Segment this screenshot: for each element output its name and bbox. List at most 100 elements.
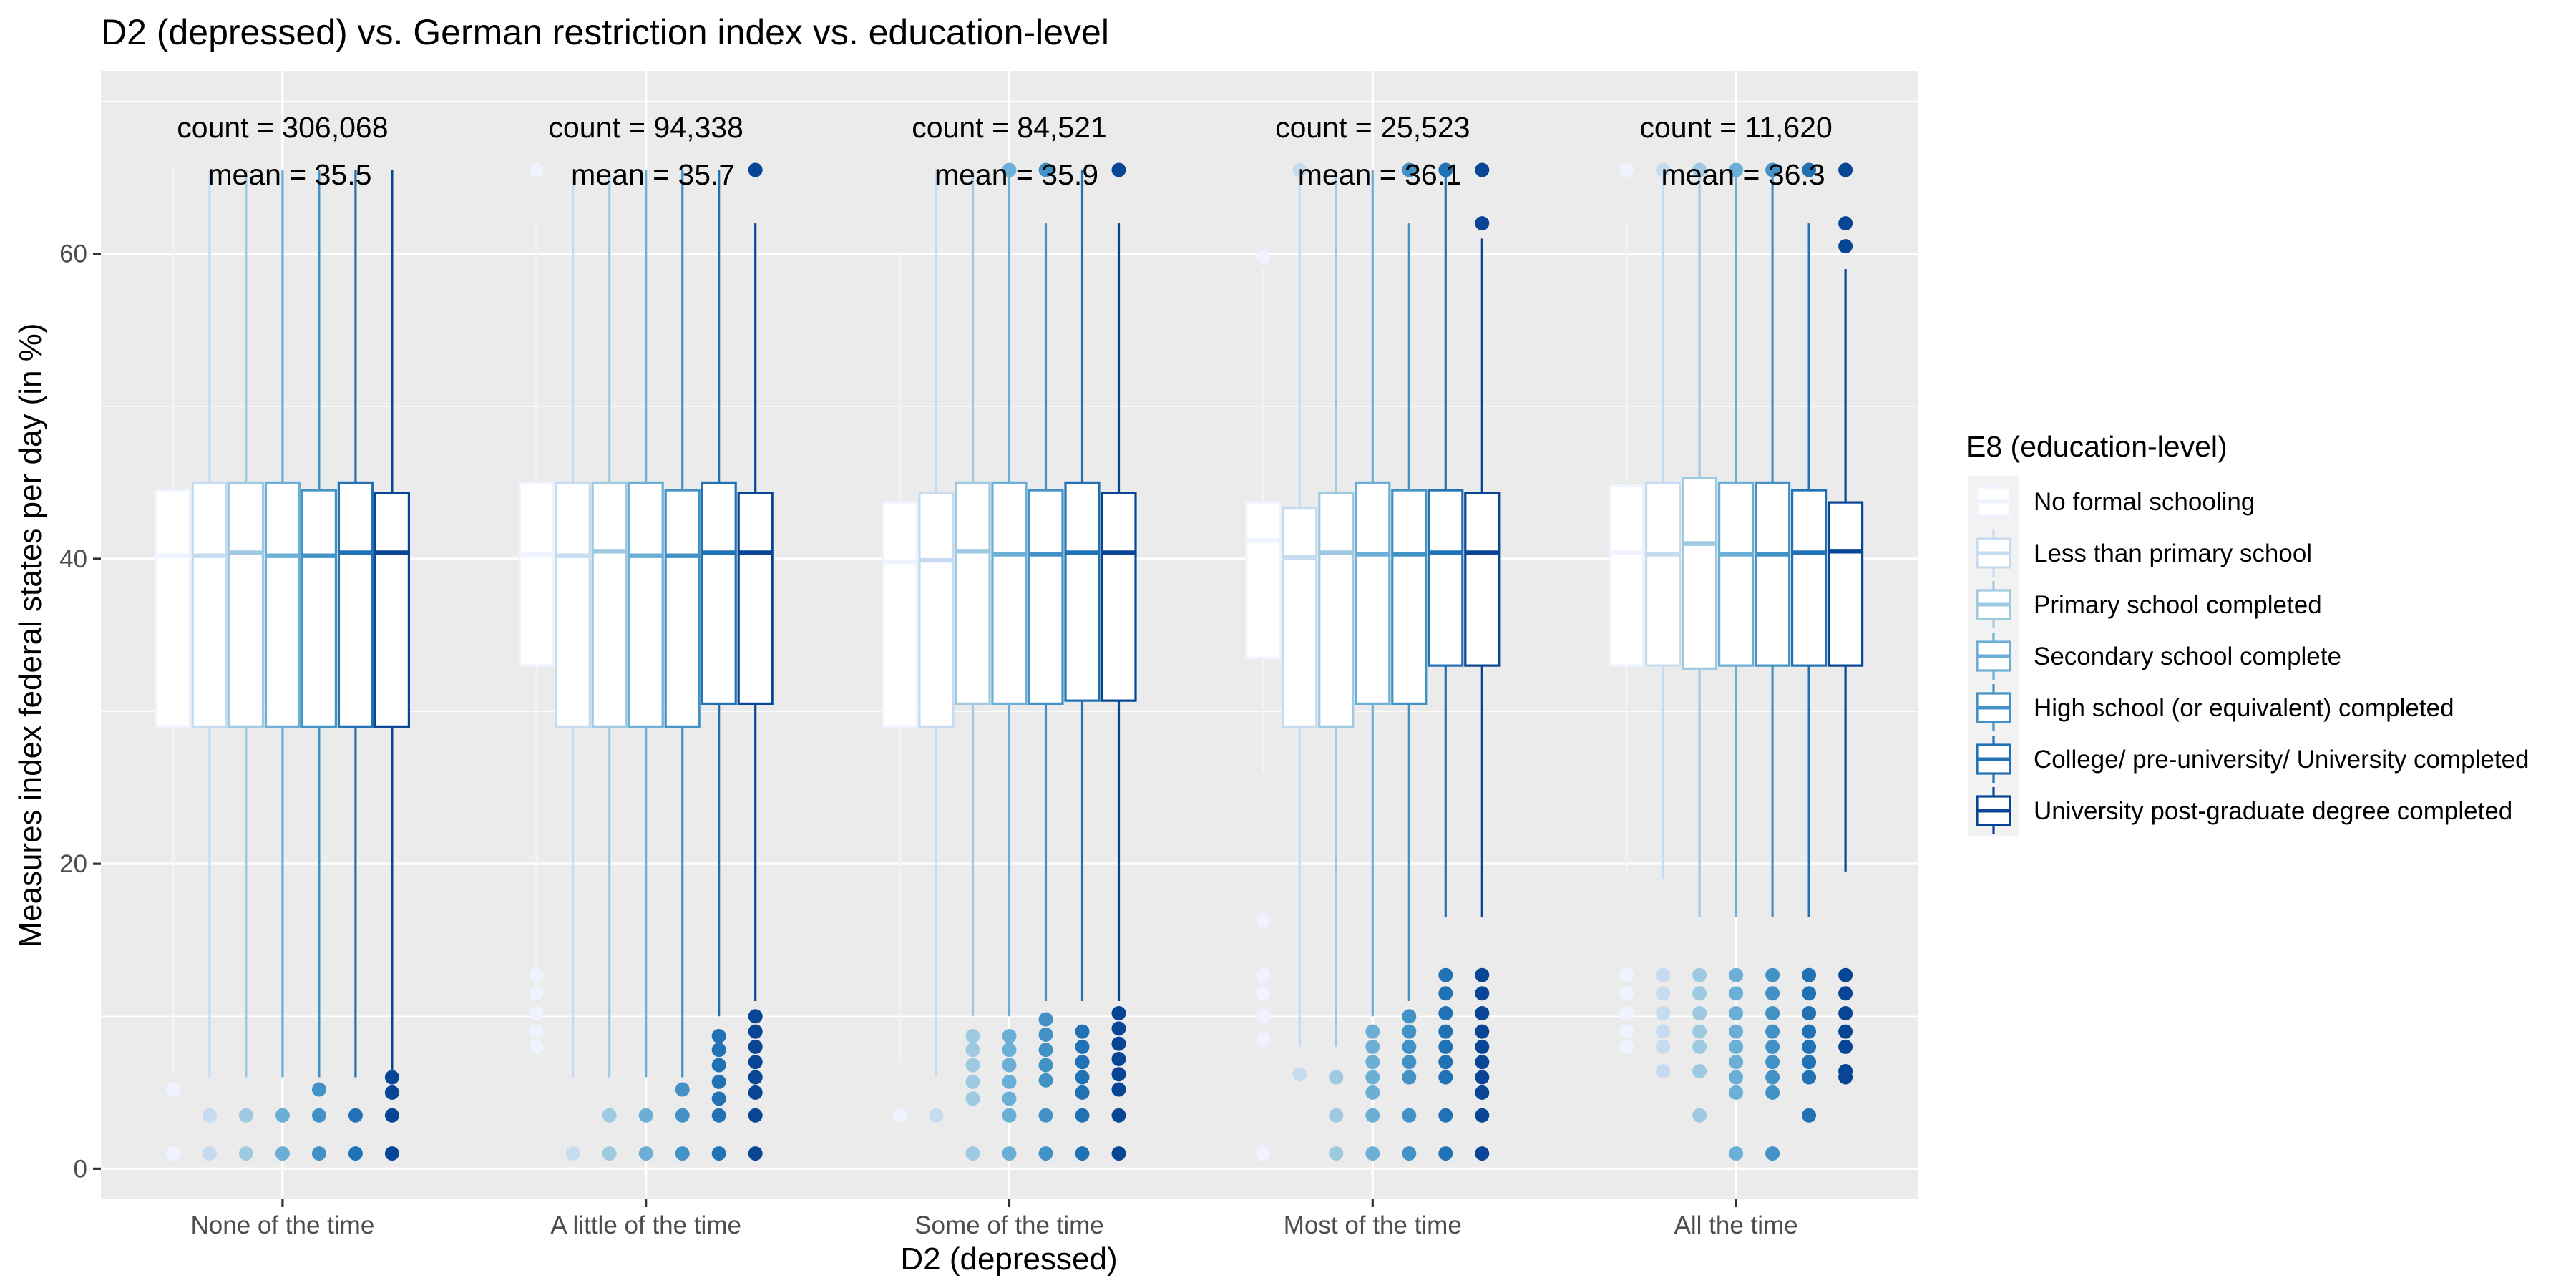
box [1609,484,1645,667]
outlier-point [529,967,544,982]
box [518,481,555,667]
box [1791,489,1828,667]
outlier-point [1002,1028,1017,1043]
outlier-point [1802,967,1817,982]
outlier-point [1838,162,1853,177]
outlier-point [165,1146,180,1161]
outlier-point [529,1006,544,1021]
outlier-point [1838,1039,1853,1054]
outlier-point [1656,1006,1671,1021]
legend-label: Secondary school complete [2034,643,2341,670]
box [1064,481,1101,702]
outlier-point [675,1108,690,1123]
outlier-point [638,1108,653,1123]
box [955,481,991,705]
outlier-point [1475,1006,1490,1021]
box [191,481,228,728]
outlier-point [1038,1073,1053,1088]
outlier-point [1838,967,1853,982]
outlier-point [748,1108,763,1123]
outlier-point [892,1108,907,1123]
outlier-point [1438,967,1453,982]
outlier-point [1475,216,1490,231]
x-tick-label: None of the time [190,1211,374,1239]
outlier-point [1729,1146,1744,1161]
outlier-point [1075,1024,1090,1039]
annotation-layer: count = 306,068 mean = 35.5 count = 94,338… [177,111,1833,191]
outlier-point [311,1108,326,1123]
outlier-point [1329,1146,1344,1161]
outlier-point [1838,239,1853,254]
outlier-point [602,1146,617,1161]
legend-item: High school (or equivalent) completed [1968,682,2454,733]
outlier-point [275,1108,290,1123]
outlier-point [1729,1006,1744,1021]
outlier-point [1802,1108,1817,1123]
outlier-point [1256,1009,1271,1024]
outlier-point [1111,162,1126,177]
outlier-point [1802,162,1817,177]
box [337,481,374,728]
box [1101,492,1137,702]
outlier-point [1438,1024,1453,1039]
box [228,481,264,728]
outlier-point [202,1146,217,1161]
outlier-point [1729,986,1744,1001]
outlier-point [384,1146,399,1161]
outlier-point [1329,1108,1344,1123]
outlier-point [1402,1024,1417,1039]
mean-label: mean = 36.1 [1298,158,1462,191]
outlier-point [202,1108,217,1123]
x-tick-label: All the time [1674,1211,1798,1239]
count-label: count = 11,620 [1639,111,1832,144]
legend-label: High school (or equivalent) completed [2034,694,2454,722]
outlier-point [1765,986,1780,1001]
outlier-point [1656,986,1671,1001]
box [701,481,737,705]
outlier-point [1692,967,1707,982]
outlier-point [311,1082,326,1097]
mean-label: mean = 36.3 [1662,158,1825,191]
outlier-point [1111,1051,1126,1066]
outlier-point [1656,1024,1671,1039]
box [155,489,191,728]
outlier-point [1475,1024,1490,1039]
y-tick-label: 20 [59,850,87,878]
outlier-point [1692,162,1707,177]
count-label: count = 25,523 [1275,111,1470,144]
outlier-point [1038,1027,1053,1042]
outlier-point [529,1039,544,1054]
outlier-point [1475,1055,1490,1070]
outlier-point [1765,162,1780,177]
outlier-point [1838,1024,1853,1039]
y-tick-label: 0 [74,1155,87,1183]
box [918,492,955,728]
outlier-point [711,1146,726,1161]
axis-layer: 0 20 40 60 None of the time A little of the t… [59,240,1798,1239]
outlier-point [1802,1024,1817,1039]
outlier-point [1111,1146,1126,1161]
outlier-point [1292,162,1307,177]
outlier-point [1475,1085,1490,1100]
outlier-point [384,1085,399,1100]
outlier-point [1802,986,1817,1001]
box [1464,492,1501,667]
legend-item: Primary school completed [1968,579,2322,630]
legend-label: Primary school completed [2034,591,2322,619]
outlier-point [1111,1021,1126,1036]
outlier-point [1838,986,1853,1001]
outlier-point [1656,1039,1671,1054]
count-label: count = 306,068 [177,111,388,144]
outlier-point [711,1028,726,1043]
box [1755,481,1791,667]
outlier-point [1256,986,1271,1001]
outlier-point [1438,1108,1453,1123]
outlier-point [1729,1085,1744,1100]
outlier-point [1365,1085,1380,1100]
outlier-point [711,1091,726,1106]
box [1282,507,1318,728]
outlier-point [1729,1039,1744,1054]
box [1318,492,1355,728]
outlier-point [1438,1006,1453,1021]
outlier-point [1765,967,1780,982]
